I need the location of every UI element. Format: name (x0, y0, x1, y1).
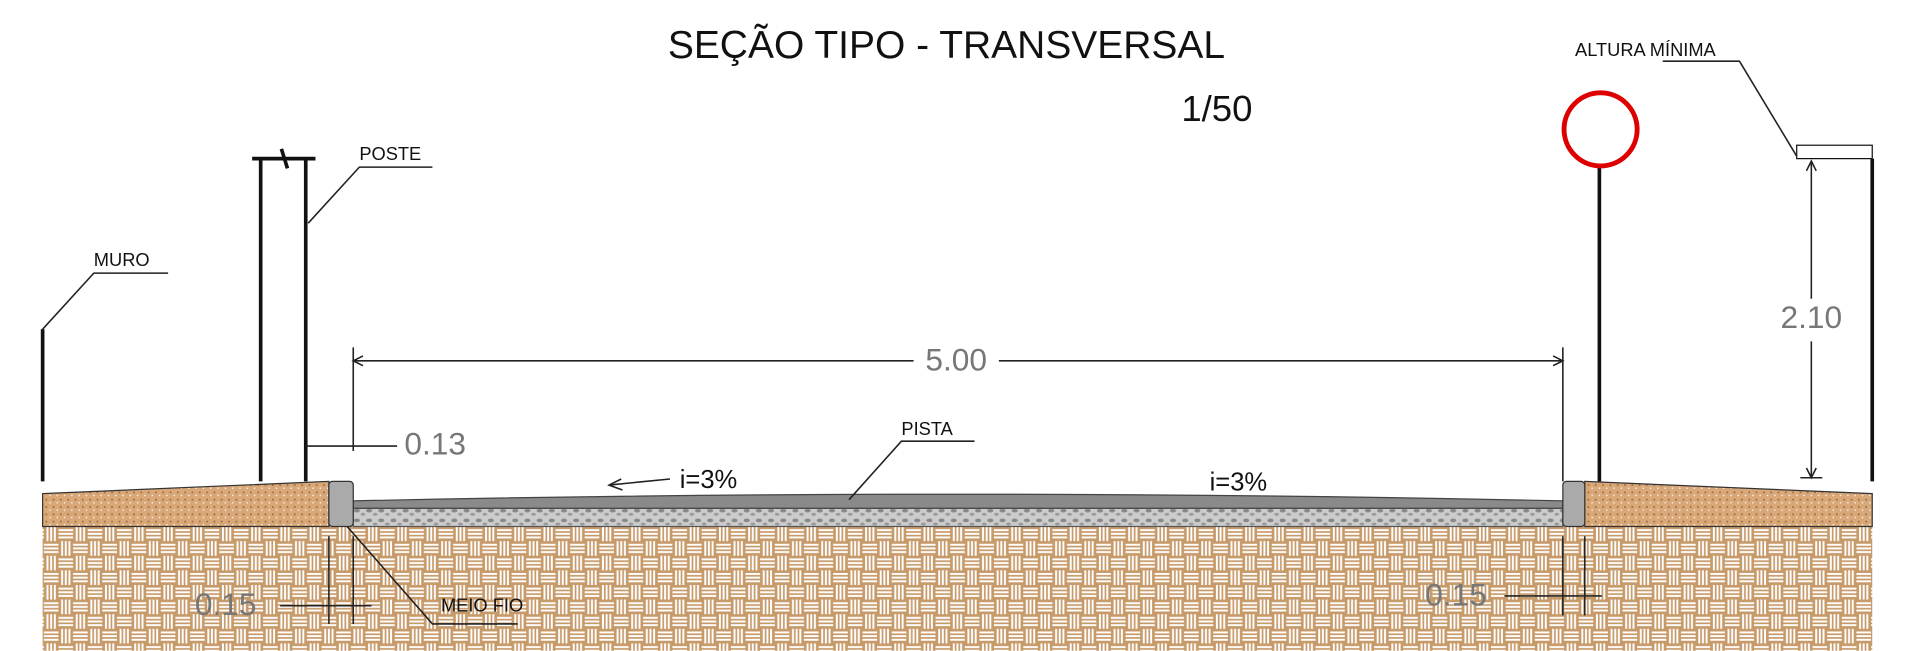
ground (43, 526, 1873, 650)
dimension: 5.00 (925, 341, 987, 377)
left-sidewalk (43, 481, 329, 526)
dimension: 0.13 (404, 425, 466, 461)
label: MURO (94, 249, 150, 270)
structures (43, 149, 1873, 482)
label: PISTA (901, 418, 953, 439)
base-layer (353, 508, 1563, 526)
slope: i=3% (1210, 469, 1268, 497)
right-sidewalk (1585, 481, 1872, 526)
drawing: SEÇÃO TIPO - TRANSVERSAL 1/50 POSTE MURO… (0, 0, 1910, 651)
sign (1564, 93, 1637, 166)
dimension: 0.15 (1425, 576, 1487, 612)
scale: 1/50 (1181, 88, 1252, 129)
dimension: 2.10 (1781, 299, 1843, 335)
curb (1563, 481, 1585, 526)
clearance-box (1797, 145, 1873, 158)
dimension: 0.15 (195, 586, 257, 622)
label: POSTE (359, 143, 421, 164)
label: MEIO FIO (441, 595, 523, 616)
slope: i=3% (680, 466, 738, 494)
curb (329, 481, 353, 526)
title: SEÇÃO TIPO - TRANSVERSAL (668, 24, 1225, 67)
label: ALTURA MÍNIMA (1575, 39, 1717, 60)
pavement (353, 494, 1563, 508)
